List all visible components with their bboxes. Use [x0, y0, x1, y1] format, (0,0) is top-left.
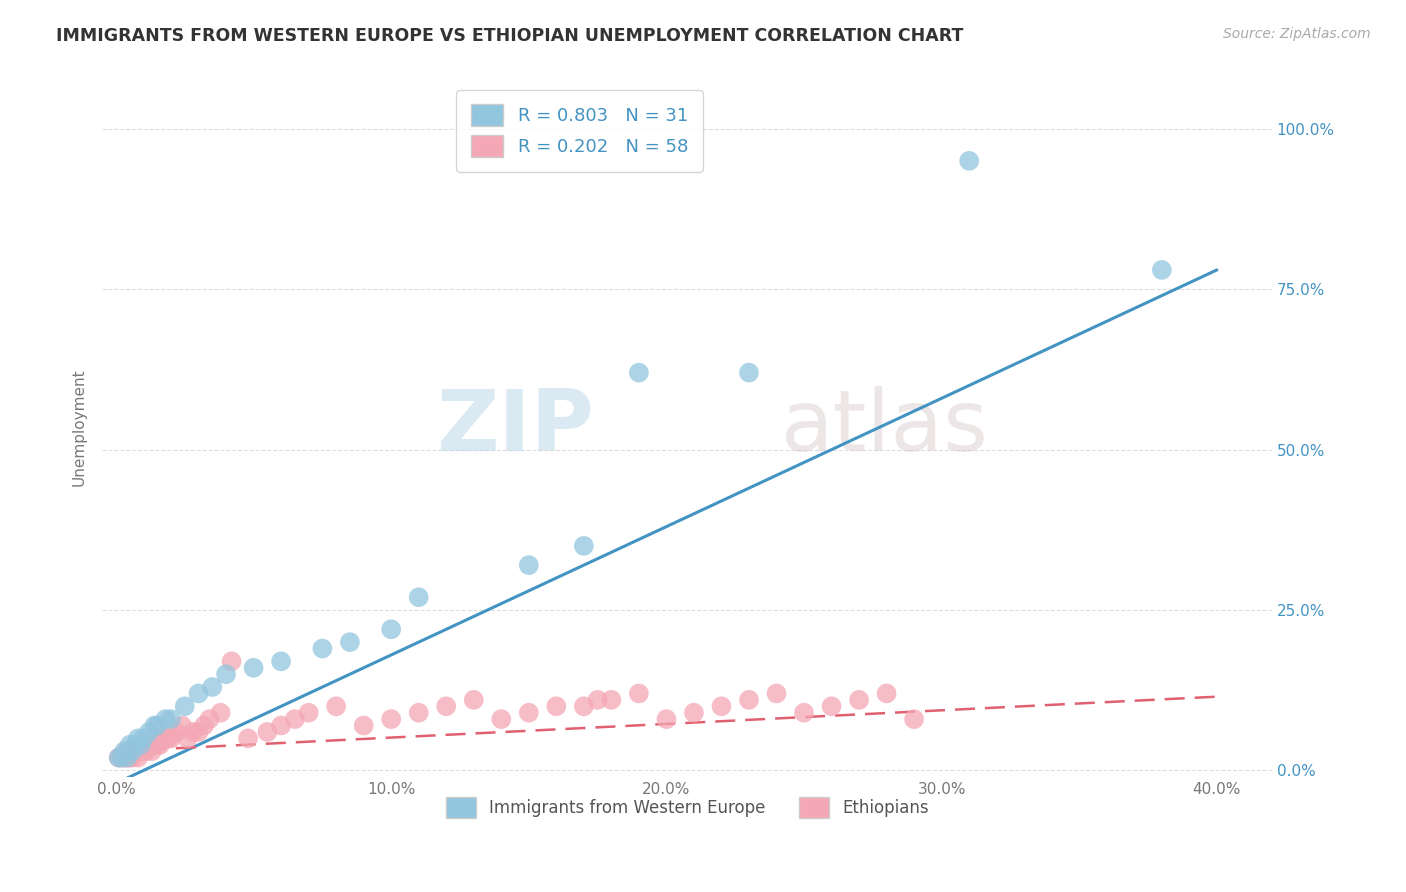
Point [738, 366, 761, 380]
Point [546, 699, 568, 714]
Point [146, 738, 169, 752]
Point [157, 731, 180, 746]
Point [160, 712, 183, 726]
Point [129, 744, 152, 758]
Point [339, 635, 361, 649]
Point [820, 699, 842, 714]
Point [170, 718, 193, 732]
Point [380, 712, 402, 726]
Point [298, 706, 321, 720]
Point [143, 738, 166, 752]
Point [215, 667, 238, 681]
Point [107, 750, 129, 764]
Point [173, 699, 195, 714]
Point [110, 750, 132, 764]
Point [132, 744, 155, 758]
Point [270, 718, 292, 732]
Point [149, 738, 172, 752]
Legend: Immigrants from Western Europe, Ethiopians: Immigrants from Western Europe, Ethiopia… [439, 791, 935, 824]
Point [627, 686, 650, 700]
Point [146, 718, 169, 732]
Point [353, 718, 375, 732]
Point [586, 693, 609, 707]
Point [155, 731, 177, 746]
Point [572, 539, 595, 553]
Point [107, 750, 129, 764]
Point [152, 731, 174, 746]
Point [112, 750, 135, 764]
Point [627, 366, 650, 380]
Point [201, 680, 224, 694]
Point [115, 744, 138, 758]
Point [127, 731, 149, 746]
Point [118, 738, 141, 752]
Point [876, 686, 898, 700]
Point [112, 744, 135, 758]
Text: atlas: atlas [780, 385, 988, 468]
Point [270, 654, 292, 668]
Point [311, 641, 333, 656]
Point [221, 654, 243, 668]
Point [138, 725, 160, 739]
Point [129, 738, 152, 752]
Text: ZIP: ZIP [436, 385, 593, 468]
Point [491, 712, 513, 726]
Point [408, 706, 430, 720]
Point [710, 699, 733, 714]
Point [957, 153, 980, 168]
Point [121, 750, 143, 764]
Text: Source: ZipAtlas.com: Source: ZipAtlas.com [1223, 27, 1371, 41]
Point [380, 622, 402, 636]
Point [124, 738, 146, 752]
Point [138, 738, 160, 752]
Point [738, 693, 761, 707]
Point [284, 712, 307, 726]
Point [408, 591, 430, 605]
Point [181, 725, 204, 739]
Point [160, 731, 183, 746]
Point [198, 712, 221, 726]
Point [793, 706, 815, 720]
Point [463, 693, 485, 707]
Point [600, 693, 623, 707]
Point [141, 744, 163, 758]
Point [143, 718, 166, 732]
Point [132, 731, 155, 746]
Point [155, 712, 177, 726]
Point [193, 718, 215, 732]
Point [848, 693, 870, 707]
Point [765, 686, 787, 700]
Point [1150, 263, 1173, 277]
Point [135, 744, 157, 758]
Point [121, 744, 143, 758]
Point [115, 750, 138, 764]
Point [115, 750, 138, 764]
Point [517, 558, 540, 573]
Point [572, 699, 595, 714]
Point [517, 706, 540, 720]
Point [176, 731, 198, 746]
Point [166, 725, 188, 739]
Point [236, 731, 259, 746]
Point [683, 706, 706, 720]
Y-axis label: Unemployment: Unemployment [72, 368, 86, 486]
Point [655, 712, 678, 726]
Point [434, 699, 457, 714]
Point [124, 744, 146, 758]
Point [110, 750, 132, 764]
Point [127, 750, 149, 764]
Point [256, 725, 278, 739]
Point [118, 750, 141, 764]
Point [187, 686, 209, 700]
Point [187, 725, 209, 739]
Text: IMMIGRANTS FROM WESTERN EUROPE VS ETHIOPIAN UNEMPLOYMENT CORRELATION CHART: IMMIGRANTS FROM WESTERN EUROPE VS ETHIOP… [56, 27, 963, 45]
Point [209, 706, 232, 720]
Point [903, 712, 925, 726]
Point [242, 661, 264, 675]
Point [325, 699, 347, 714]
